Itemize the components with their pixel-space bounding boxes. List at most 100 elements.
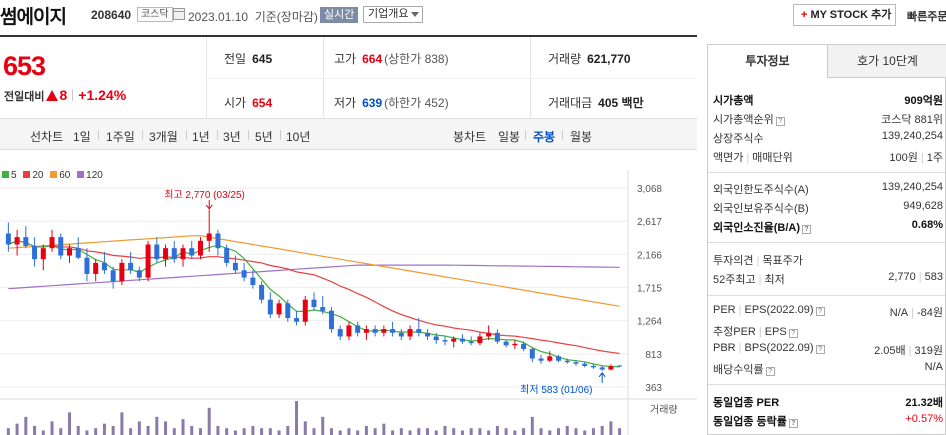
candle — [32, 245, 38, 260]
per-eps-row: PER | EPS(2022.09)? N/A | -84원 — [713, 304, 943, 319]
add-mystock-button[interactable]: + MY STOCK 추가 — [793, 4, 896, 26]
eps-label: EPS(2022.09) — [744, 304, 814, 316]
divider — [142, 130, 143, 140]
foreign-rate-label: 외국인소진율(B/A) — [713, 222, 800, 234]
low-value: 639 — [362, 96, 383, 110]
volume-bar — [321, 416, 325, 435]
candle — [197, 240, 203, 256]
candle — [398, 332, 404, 337]
help-icon[interactable]: ? — [815, 345, 825, 354]
dividend-label: 배당수익률 — [713, 364, 764, 376]
high-label: 고가 — [334, 52, 357, 66]
candle-weekly[interactable]: 주봉 — [533, 130, 556, 144]
candle — [320, 307, 326, 311]
divider — [280, 130, 281, 140]
volume-bar — [609, 421, 613, 435]
industry-rate-label: 동일업종 등락률 — [713, 416, 787, 428]
volume-bar — [198, 428, 202, 435]
target-label: 목표주가 — [762, 255, 803, 267]
change-label: 전일대비 — [4, 91, 45, 103]
candle — [75, 248, 81, 258]
price-chart[interactable]: 5 20 60 120 3,068 2,617 2,166 1,715 1,264 813… — [0, 150, 697, 435]
company-overview-select[interactable]: 기업개요 — [363, 6, 424, 23]
help-icon[interactable]: ? — [775, 117, 785, 126]
help-icon[interactable]: ? — [788, 329, 798, 338]
volume-bar — [600, 425, 604, 435]
volume-bar — [41, 430, 45, 435]
bps-value: 319원 — [914, 345, 943, 357]
volume-bar — [6, 428, 10, 435]
volume-label: 거래량 — [548, 52, 582, 66]
candle-monthly[interactable]: 월봉 — [570, 130, 593, 144]
week52-high-label: 52주최고 — [713, 274, 756, 286]
period-5y[interactable]: 5년 — [255, 130, 273, 144]
candle — [189, 248, 195, 256]
volume-bar — [59, 428, 63, 435]
industry-rate-value: +0.57% — [905, 413, 943, 425]
volume-bar — [268, 428, 272, 435]
candle — [101, 262, 107, 271]
volume-bar — [251, 425, 255, 435]
quick-order-link[interactable]: 빠른주문 — [907, 11, 946, 23]
period-1y[interactable]: 1년 — [192, 130, 210, 144]
help-icon[interactable]: ? — [788, 419, 798, 428]
candle — [328, 310, 334, 330]
invest-info-panel: 투자정보 호가 10단계 시가총액 909억원 시가총액순위? 코스닥 881위 상… — [707, 44, 946, 435]
high-annotation: 최고 2,770 (03/25) — [164, 189, 245, 201]
help-icon[interactable]: ? — [815, 307, 825, 316]
volume-bar — [373, 428, 377, 435]
help-icon[interactable]: ? — [802, 225, 811, 234]
add-mystock-label: MY STOCK 추가 — [810, 9, 892, 21]
candle — [556, 356, 562, 361]
volume-bar — [469, 428, 473, 435]
pbr-bps-row: PBR | BPS(2022.09)? 2.05배 | 319원 — [713, 342, 943, 357]
volume-bar — [15, 423, 19, 435]
low-annotation: 최저 583 (01/06) — [520, 384, 592, 396]
volume-bar — [399, 428, 403, 435]
volume-bar — [303, 421, 307, 435]
legend-ma20: 20 — [32, 170, 44, 181]
prev-close: 전일 645 — [224, 50, 272, 67]
divider — [708, 295, 945, 296]
amount-label: 거래대금 — [548, 96, 593, 110]
y-tick-label: 363 — [645, 383, 662, 394]
volume-bar — [565, 425, 569, 435]
divider — [217, 130, 218, 140]
chart-canvas[interactable]: 3,068 2,617 2,166 1,715 1,264 813 363 최고 2,770 … — [0, 150, 697, 435]
calendar-icon — [173, 8, 185, 20]
period-1w[interactable]: 1주일 — [106, 130, 135, 144]
candle — [40, 248, 46, 260]
volume-bar — [364, 425, 368, 435]
candle — [128, 262, 134, 271]
candle — [512, 343, 518, 346]
line-chart-label: 선차트 — [30, 130, 64, 144]
candle — [433, 336, 439, 341]
industry-per-row: 동일업종 PER 21.32배 — [713, 391, 943, 410]
market-cap-label: 시가총액 — [713, 95, 754, 107]
change-percent: +1.24% — [78, 87, 127, 103]
volume-bar — [487, 430, 491, 435]
realtime-button[interactable]: 실시간 — [320, 7, 359, 23]
volume-bar — [574, 428, 578, 435]
chart-period-bar: 선차트 1일 1주일 3개월 1년 3년 5년 10년 봉차트 일봉 주봉 월봉 — [0, 119, 697, 150]
upper-limit: (상한가 838) — [384, 52, 449, 66]
volume-bar — [242, 428, 246, 435]
period-3m[interactable]: 3개월 — [149, 130, 178, 144]
open-label: 시가 — [224, 96, 247, 110]
tab-invest-info[interactable]: 투자정보 — [708, 45, 827, 78]
divider — [562, 130, 563, 140]
divider — [98, 130, 99, 140]
high-price: 고가 664 (상한가 838) — [334, 50, 449, 67]
tab-orderbook[interactable]: 호가 10단계 — [827, 45, 946, 78]
pbr-label: PBR — [713, 342, 736, 354]
period-3y[interactable]: 3년 — [223, 130, 241, 144]
foreign-rate-value: 0.68% — [911, 219, 943, 231]
candle — [407, 329, 413, 337]
volume-bar — [111, 425, 115, 435]
divider — [525, 130, 526, 140]
period-1d[interactable]: 1일 — [73, 130, 91, 144]
period-10y[interactable]: 10년 — [286, 130, 311, 144]
week52-low-value: 583 — [924, 271, 943, 283]
candle-daily[interactable]: 일봉 — [498, 130, 521, 144]
help-icon[interactable]: ? — [765, 367, 775, 376]
